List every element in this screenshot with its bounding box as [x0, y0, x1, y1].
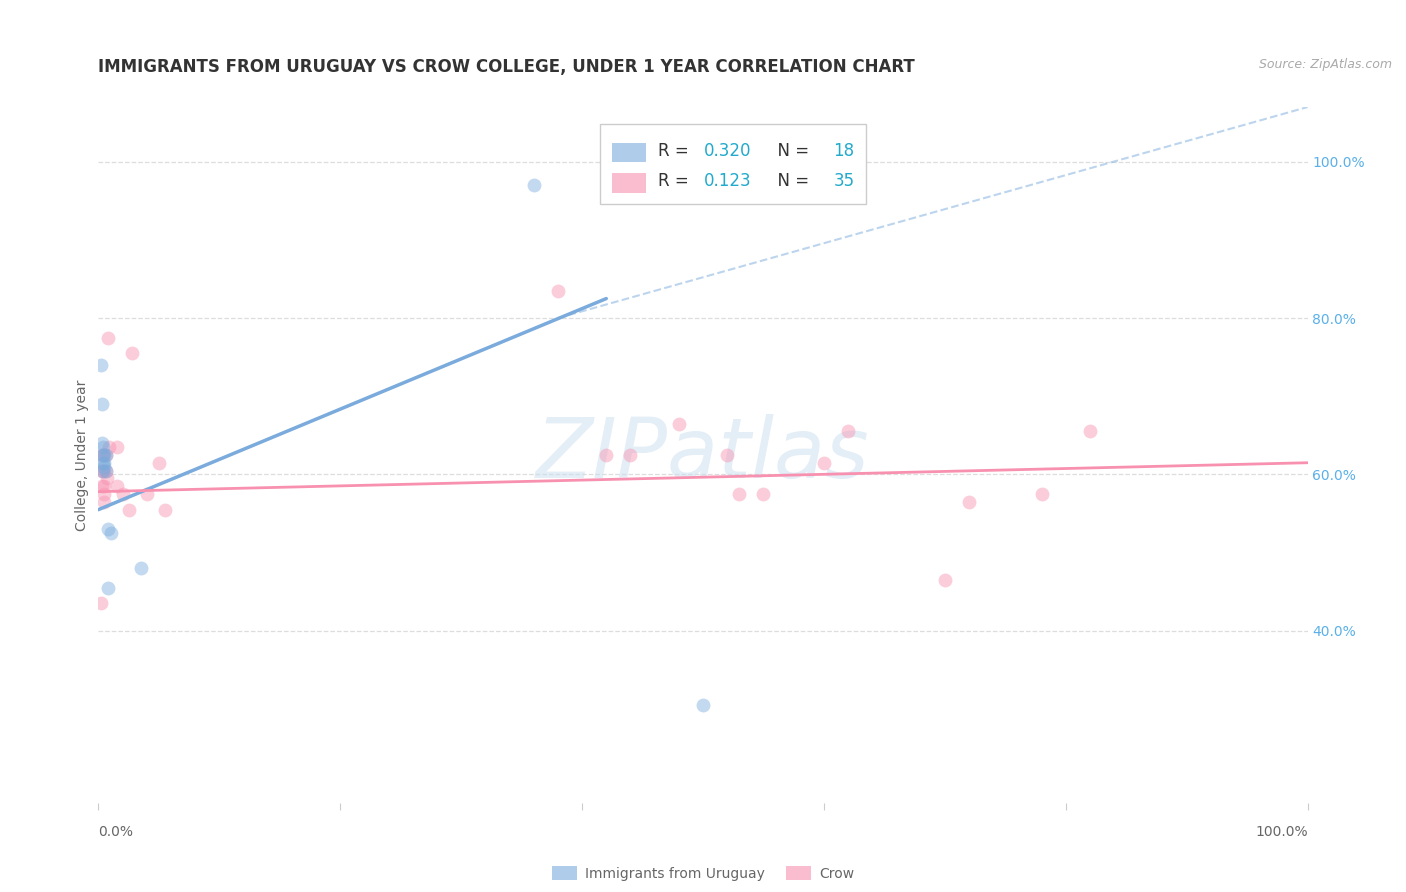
Point — [98, 440, 121, 454]
Point — [90, 358, 112, 372]
Point — [96, 471, 118, 485]
Text: ZIPatlas: ZIPatlas — [536, 415, 870, 495]
Point — [97, 331, 120, 345]
Point — [93, 495, 115, 509]
Text: 18: 18 — [834, 142, 855, 160]
Point — [595, 448, 617, 462]
Point — [91, 464, 114, 478]
Text: IMMIGRANTS FROM URUGUAY VS CROW COLLEGE, UNDER 1 YEAR CORRELATION CHART: IMMIGRANTS FROM URUGUAY VS CROW COLLEGE,… — [98, 58, 915, 76]
Legend: Immigrants from Uruguay, Crow: Immigrants from Uruguay, Crow — [546, 861, 860, 887]
Point — [94, 448, 117, 462]
Point — [934, 573, 956, 587]
Point — [93, 487, 115, 501]
Point — [105, 440, 128, 454]
Text: R =: R = — [658, 142, 695, 160]
Point — [752, 487, 775, 501]
Point — [111, 487, 134, 501]
Point — [94, 464, 117, 478]
Point — [153, 502, 176, 516]
Point — [716, 448, 738, 462]
Point — [93, 448, 115, 462]
Point — [523, 178, 546, 193]
Point — [91, 464, 114, 478]
Bar — [613, 143, 647, 162]
Point — [91, 440, 114, 454]
Point — [619, 448, 641, 462]
Point — [121, 346, 143, 360]
Point — [135, 487, 157, 501]
Point — [93, 456, 115, 470]
Point — [148, 456, 170, 470]
Point — [97, 522, 120, 536]
Text: 0.123: 0.123 — [704, 172, 752, 191]
Point — [100, 526, 122, 541]
Point — [1078, 425, 1101, 439]
Point — [91, 448, 114, 462]
Point — [94, 464, 117, 478]
Text: 0.0%: 0.0% — [98, 825, 134, 839]
Text: 0.320: 0.320 — [704, 142, 752, 160]
Text: R =: R = — [658, 172, 700, 191]
Point — [91, 456, 114, 470]
Point — [547, 284, 569, 298]
Point — [91, 397, 114, 411]
Text: 35: 35 — [834, 172, 855, 191]
Point — [91, 436, 114, 450]
Point — [668, 417, 690, 431]
Point — [957, 495, 980, 509]
Point — [728, 487, 751, 501]
Text: N =: N = — [768, 142, 814, 160]
Point — [813, 456, 835, 470]
Text: 100.0%: 100.0% — [1256, 825, 1308, 839]
Point — [91, 448, 114, 462]
Point — [692, 698, 714, 712]
Point — [91, 464, 114, 478]
Point — [94, 448, 117, 462]
Bar — [613, 173, 647, 193]
Point — [129, 561, 152, 575]
Point — [118, 502, 141, 516]
Point — [105, 479, 128, 493]
Point — [93, 479, 115, 493]
Bar — [600, 124, 866, 204]
Y-axis label: College, Under 1 year: College, Under 1 year — [76, 379, 90, 531]
Point — [91, 448, 114, 462]
Point — [837, 425, 859, 439]
Point — [97, 581, 120, 595]
Point — [93, 459, 115, 474]
Text: Source: ZipAtlas.com: Source: ZipAtlas.com — [1258, 58, 1392, 71]
Point — [90, 597, 112, 611]
Point — [91, 479, 114, 493]
Text: N =: N = — [768, 172, 814, 191]
Point — [1031, 487, 1053, 501]
